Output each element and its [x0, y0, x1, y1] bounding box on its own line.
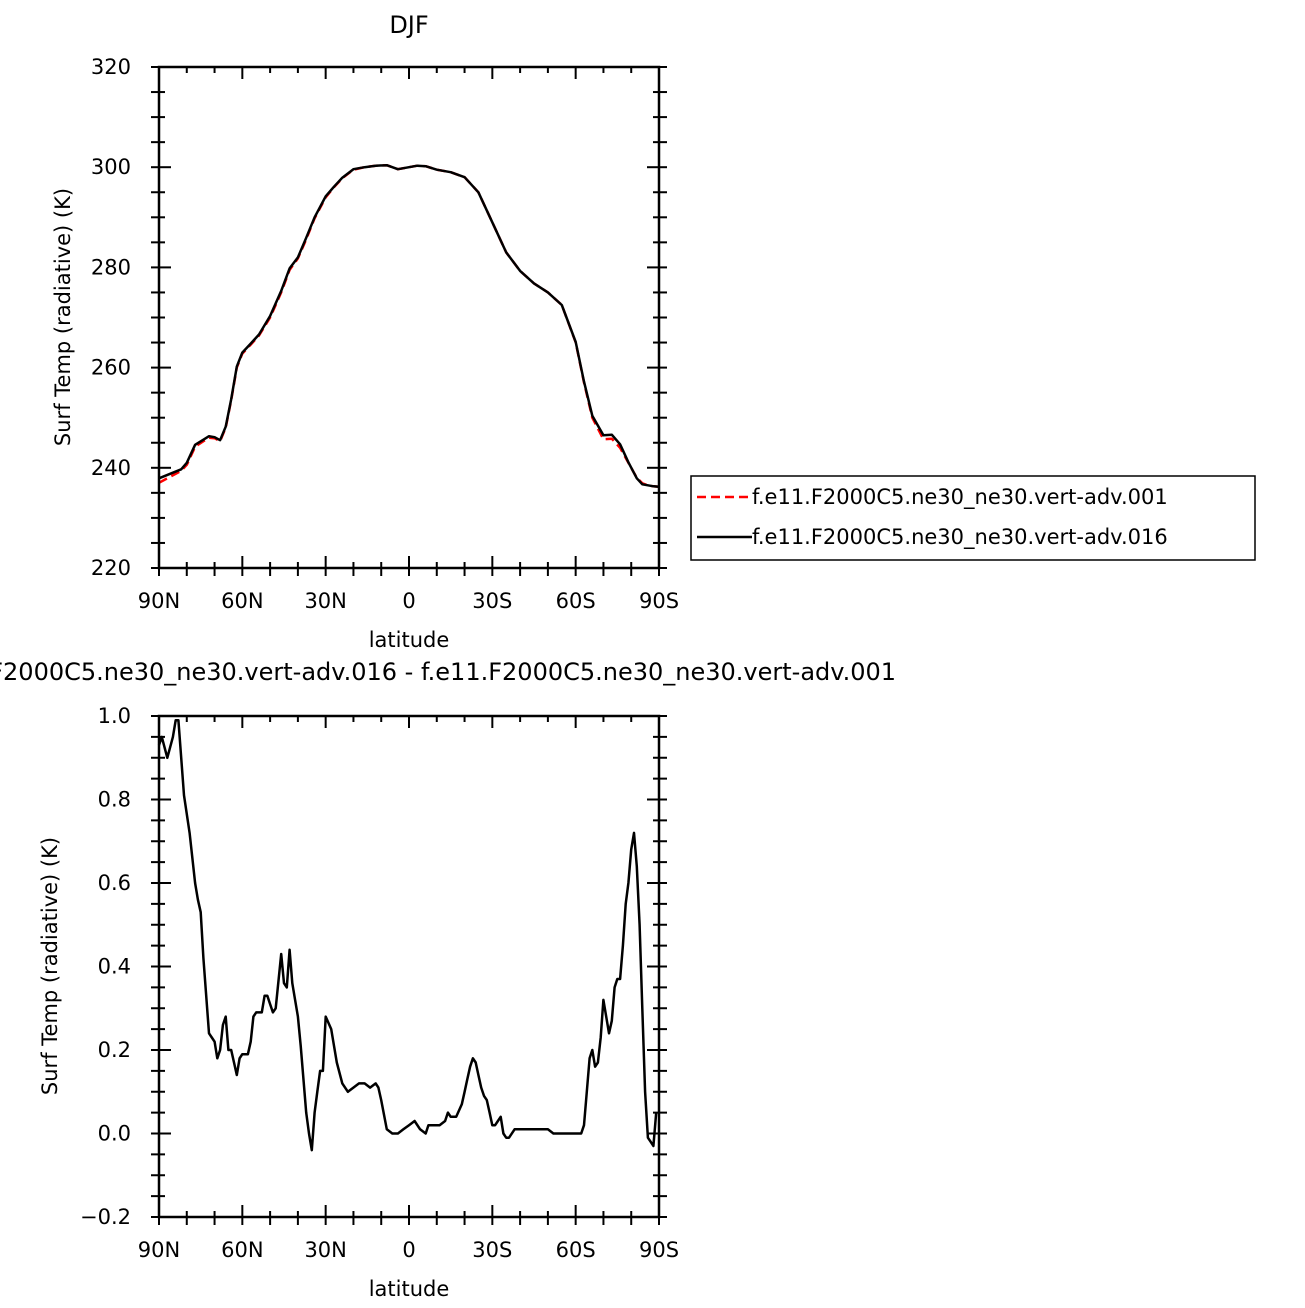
- chart-top-ytick-label: 240: [91, 456, 131, 480]
- chart-top-xtick-label: 60N: [221, 589, 263, 613]
- chart-bottom-xtick-label: 60N: [221, 1238, 263, 1262]
- chart-top: DJF 90N 60N 30N 0 30S 60S 90S 220 240 260 280 300 32…: [51, 11, 1256, 652]
- chart-bottom: f.e11.F2000C5.ne30_ne30.vert-adv.016 - f…: [0, 658, 896, 1301]
- chart-top-ytick-label: 260: [91, 356, 131, 380]
- chart-bottom-title: f.e11.F2000C5.ne30_ne30.vert-adv.016 - f…: [0, 658, 896, 686]
- chart-bottom-xlabel: latitude: [369, 1277, 450, 1301]
- chart-bottom-ticks: 90N 60N 30N 0 30S 60S 90S −0.2 0.0 0.2 0.4 0.6 0.8 1.…: [80, 704, 679, 1262]
- chart-top-ytick-label: 280: [91, 255, 131, 279]
- chart-bottom-xtick-label: 90S: [639, 1238, 679, 1262]
- chart-bottom-xtick-label: 60S: [556, 1238, 596, 1262]
- chart-top-xtick-label: 60S: [556, 589, 596, 613]
- chart-top-xtick-label: 30N: [304, 589, 346, 613]
- chart-top-series: [158, 163, 660, 489]
- chart-bottom-xtick-label: 90N: [138, 1238, 180, 1262]
- chart-top-xtick-label: 0: [402, 589, 415, 613]
- chart-top-series-1-line: [158, 163, 660, 489]
- chart-bottom-ytick-label: 0.0: [98, 1122, 131, 1146]
- chart-bottom-ytick-label: 0.2: [98, 1038, 131, 1062]
- chart-top-ytick-label: 320: [91, 55, 131, 79]
- chart-bottom-series-1-line: [157, 718, 658, 1152]
- chart-top-xlabel: latitude: [369, 628, 450, 652]
- chart-bottom-xtick-label: 30S: [472, 1238, 512, 1262]
- chart-top-ylabel: Surf Temp (radiative) (K): [51, 188, 75, 446]
- chart-bottom-xtick-label: 0: [402, 1238, 415, 1262]
- chart-top-ytick-label: 220: [91, 556, 131, 580]
- chart-top-title: DJF: [389, 11, 428, 39]
- legend-box: [690, 475, 1256, 561]
- chart-bottom-ytick-label: 1.0: [98, 704, 131, 728]
- chart-bottom-ylabel: Surf Temp (radiative) (K): [38, 837, 62, 1095]
- chart-top-xtick-label: 90S: [639, 589, 679, 613]
- chart-top-legend: f.e11.F2000C5.ne30_ne30.vert-adv.001 f.e…: [690, 475, 1256, 561]
- chart-top-ticks: 90N 60N 30N 0 30S 60S 90S 220 240 260 280 300 320: [91, 55, 679, 613]
- chart-top-series-2-line: [158, 163, 660, 489]
- chart-bottom-ytick-label: 0.6: [98, 871, 131, 895]
- chart-bottom-series: [157, 718, 658, 1152]
- chart-top-xtick-label: 30S: [472, 589, 512, 613]
- legend-label-series-1: f.e11.F2000C5.ne30_ne30.vert-adv.001: [752, 485, 1168, 510]
- chart-bottom-ytick-label: 0.4: [98, 955, 131, 979]
- chart-bottom-plot-frame: [157, 714, 661, 1219]
- chart-bottom-ytick-label: −0.2: [80, 1205, 131, 1229]
- chart-bottom-ytick-label: 0.8: [98, 788, 131, 812]
- chart-bottom-xtick-label: 30N: [304, 1238, 346, 1262]
- legend-label-series-2: f.e11.F2000C5.ne30_ne30.vert-adv.016: [752, 525, 1168, 550]
- chart-top-plot-frame: [157, 65, 661, 570]
- chart-top-ytick-label: 300: [91, 155, 131, 179]
- chart-top-xtick-label: 90N: [138, 589, 180, 613]
